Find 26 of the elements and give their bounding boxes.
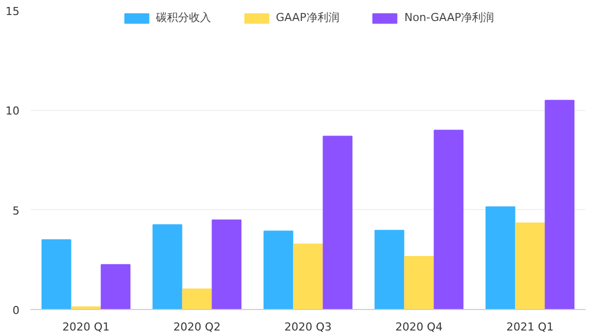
y-tick-label: 15: [6, 5, 20, 18]
x-tick-label: 2020 Q1: [62, 320, 110, 334]
y-tick-label: 0: [12, 304, 20, 317]
y-tick-label: 5: [12, 204, 20, 218]
legend-label: 碳积分收入: [156, 10, 211, 25]
bar: [212, 220, 242, 310]
y-tick-label: 10: [6, 104, 20, 118]
bar: [544, 100, 574, 310]
bar: [264, 230, 294, 310]
bar: [374, 230, 404, 310]
bar: [322, 136, 352, 310]
bar: [434, 130, 464, 310]
x-tick-label: 2021 Q1: [506, 320, 554, 334]
bar: [293, 244, 323, 310]
x-tick-label: 2020 Q2: [173, 320, 221, 334]
legend-label: Non-GAAP净利润: [404, 10, 494, 25]
bar: [486, 206, 516, 310]
bar: [42, 239, 72, 310]
bar: [152, 224, 182, 310]
x-tick-label: 2020 Q3: [284, 320, 332, 334]
bar: [515, 222, 545, 310]
x-tick-label: 2020 Q4: [395, 320, 443, 334]
bar: [404, 256, 434, 310]
bar: [182, 288, 212, 310]
legend-label: GAAP净利润: [276, 10, 340, 25]
bar: [100, 264, 130, 310]
